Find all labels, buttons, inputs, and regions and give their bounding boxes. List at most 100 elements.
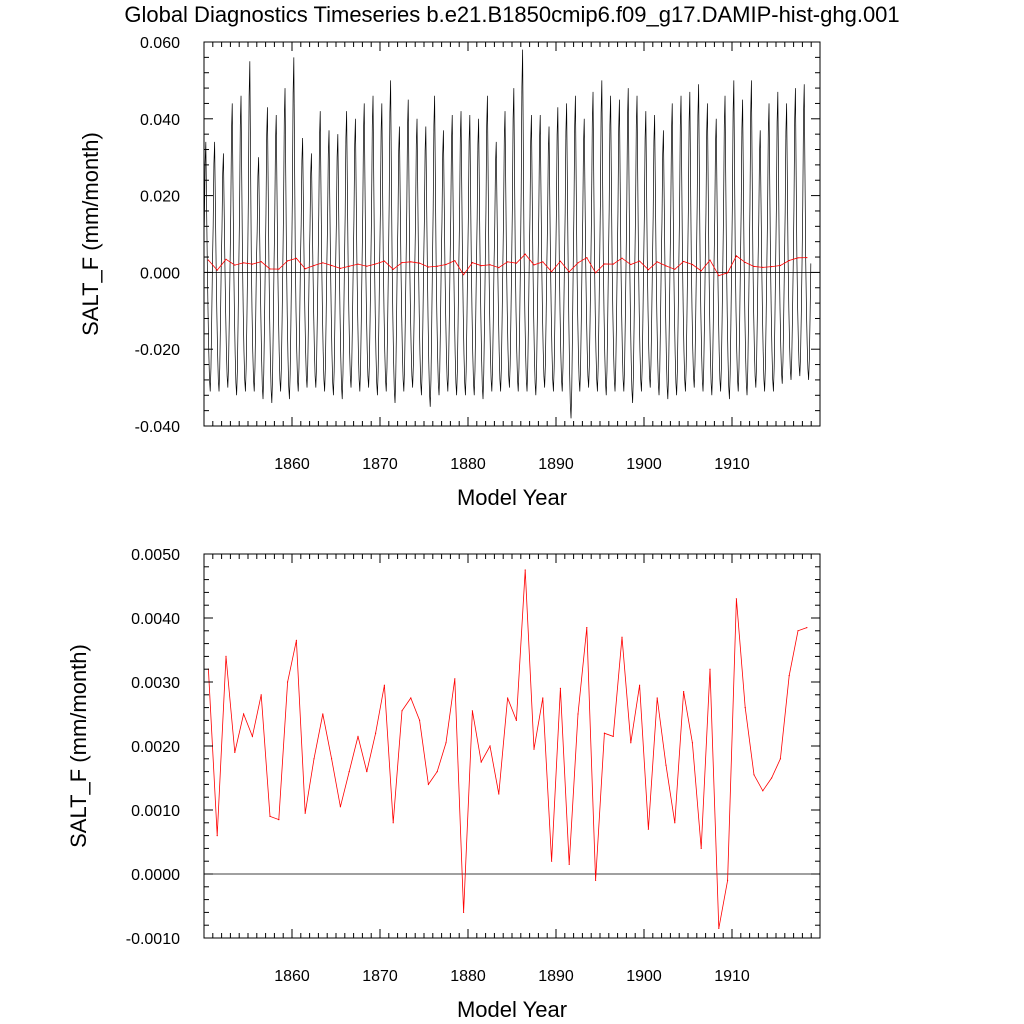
top-annual-mean-point bbox=[348, 265, 350, 267]
top-annual-mean-point bbox=[436, 265, 438, 267]
top-annual-mean-point bbox=[251, 263, 253, 265]
bottom-ylabel: SALT_F (mm/month) bbox=[66, 644, 91, 848]
top-annual-mean-point bbox=[683, 260, 685, 263]
bottom-annual-mean-point bbox=[771, 777, 773, 779]
bottom-annual-mean-point bbox=[375, 732, 377, 734]
top-panel: Model Year SALT_F (mm/month) 1860 1870 188… bbox=[78, 35, 821, 510]
bottom-annual-mean-point bbox=[498, 793, 500, 795]
top-annual-mean-point bbox=[471, 262, 473, 264]
top-y-tick-label: -0.020 bbox=[135, 342, 180, 359]
bottom-annual-mean-point bbox=[656, 697, 658, 699]
bottom-annual-mean-point bbox=[348, 771, 350, 773]
bottom-annual-mean-point bbox=[507, 697, 509, 699]
top-annual-mean-point bbox=[260, 261, 262, 263]
top-annual-mean-point bbox=[577, 262, 579, 264]
top-annual-mean-point bbox=[639, 260, 641, 262]
bottom-xlabel: Model Year bbox=[457, 997, 567, 1022]
bottom-annual-mean-point bbox=[331, 758, 333, 760]
top-annual-mean-point bbox=[454, 260, 456, 262]
top-annual-mean-point bbox=[445, 263, 447, 266]
top-annual-mean-point bbox=[480, 265, 482, 267]
bottom-annual-mean-point bbox=[788, 675, 790, 677]
bottom-annual-mean-point bbox=[260, 694, 262, 696]
bottom-annual-mean-point bbox=[735, 598, 738, 600]
bottom-annual-mean-point bbox=[524, 569, 526, 571]
top-annual-mean-point bbox=[392, 268, 394, 270]
top-annual-mean-point bbox=[542, 261, 544, 263]
top-annual-mean-point bbox=[243, 262, 245, 264]
bottom-annual-mean-point bbox=[551, 860, 553, 862]
bottom-annual-mean-point bbox=[762, 790, 764, 792]
top-y-tick-label: 0.020 bbox=[140, 189, 180, 206]
top-ylabel: SALT_F (mm/month) bbox=[78, 132, 103, 336]
bottom-annual-mean-point bbox=[471, 710, 473, 712]
bottom-annual-mean-point bbox=[568, 863, 570, 866]
top-annual-mean-point bbox=[287, 260, 289, 262]
bottom-x-tick-label: 1900 bbox=[626, 968, 662, 985]
bottom-annual-mean-point bbox=[647, 828, 650, 830]
top-annual-mean-point bbox=[357, 263, 359, 265]
top-annual-mean-point bbox=[304, 268, 306, 270]
bottom-y-tick-label: 0.0000 bbox=[131, 867, 180, 884]
top-annual-mean-point bbox=[709, 259, 711, 261]
top-annual-mean-point bbox=[463, 274, 465, 276]
bottom-annual-mean-point bbox=[463, 911, 465, 914]
bottom-x-tick-label: 1870 bbox=[362, 968, 398, 985]
bottom-annual-mean-point bbox=[806, 627, 808, 629]
top-x-tick-label: 1890 bbox=[538, 456, 574, 473]
top-annual-mean-point bbox=[401, 262, 403, 264]
top-annual-mean-point bbox=[586, 257, 588, 259]
top-x-tick-label: 1880 bbox=[450, 456, 486, 473]
top-annual-mean-point bbox=[665, 265, 667, 267]
top-annual-mean-point bbox=[427, 266, 429, 268]
top-annual-mean-point bbox=[234, 264, 236, 266]
top-annual-mean-point bbox=[225, 258, 227, 260]
bottom-panel: Model Year SALT_F (mm/month) 1860 1870 188… bbox=[66, 547, 821, 1022]
bottom-annual-mean-point bbox=[251, 735, 253, 738]
bottom-annual-mean-point bbox=[304, 812, 306, 814]
top-annual-mean-point bbox=[207, 259, 209, 261]
bottom-y-tick-label: -0.0010 bbox=[126, 931, 180, 948]
top-annual-mean-point bbox=[322, 262, 324, 264]
bottom-annual-mean-point bbox=[612, 735, 614, 738]
top-annual-mean-point bbox=[498, 267, 500, 269]
top-annual-mean-point bbox=[339, 267, 341, 269]
bottom-annual-mean-point bbox=[674, 822, 676, 824]
top-annual-mean-point bbox=[779, 264, 782, 267]
bottom-annual-mean-point bbox=[243, 713, 245, 715]
bottom-annual-mean-point bbox=[357, 735, 359, 738]
top-monthly-series-line bbox=[204, 49, 812, 419]
top-annual-mean-point bbox=[383, 260, 385, 262]
bottom-annual-mean-point bbox=[489, 745, 491, 747]
top-annual-mean-point bbox=[647, 269, 650, 271]
bottom-annual-mean-point bbox=[216, 835, 218, 837]
top-annual-mean-point bbox=[674, 268, 676, 270]
top-annual-mean-point bbox=[533, 264, 535, 266]
bottom-annual-mean-point bbox=[718, 927, 720, 930]
bottom-annual-mean-point bbox=[700, 847, 702, 850]
top-annual-mean-point bbox=[524, 253, 526, 255]
bottom-annual-mean-point bbox=[603, 732, 606, 734]
top-x-tick-label: 1910 bbox=[714, 456, 750, 473]
top-y-tick-label: -0.040 bbox=[135, 419, 180, 436]
top-annual-mean-point bbox=[718, 275, 720, 277]
top-annual-mean-point bbox=[595, 272, 597, 274]
top-y-tick-label: 0.060 bbox=[140, 35, 180, 52]
bottom-annual-mean-point bbox=[419, 719, 421, 722]
bottom-annual-mean-point bbox=[339, 806, 341, 808]
top-annual-mean-point bbox=[727, 272, 729, 274]
top-annual-mean-point bbox=[551, 271, 553, 273]
bottom-y-tick-label: 0.0020 bbox=[131, 739, 180, 756]
top-y-tick-label: 0.000 bbox=[140, 265, 180, 282]
bottom-annual-mean-point bbox=[234, 751, 236, 754]
bottom-x-tick-label: 1880 bbox=[450, 968, 486, 985]
bottom-annual-mean-point bbox=[779, 758, 782, 760]
bottom-annual-mean-point bbox=[683, 691, 685, 693]
top-annual-mean-point bbox=[603, 263, 606, 265]
bottom-annual-mean-point bbox=[533, 748, 535, 750]
top-annual-mean-point bbox=[700, 270, 702, 272]
top-annual-mean-point bbox=[788, 259, 790, 262]
bottom-annual-mean-point bbox=[744, 707, 746, 709]
top-annual-mean-point bbox=[797, 257, 799, 259]
